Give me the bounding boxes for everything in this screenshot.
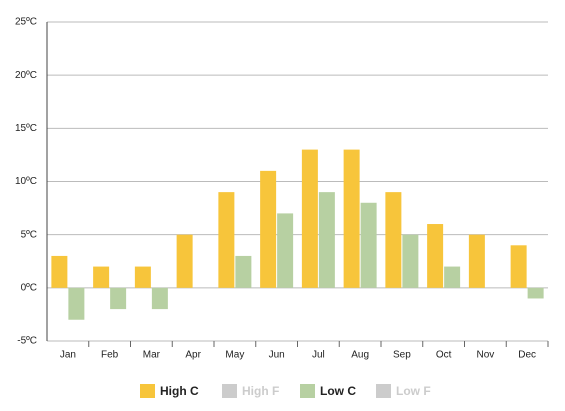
bar [277,213,294,288]
bar [110,287,127,310]
bar [68,287,85,320]
x-tick-label: Aug [351,350,369,361]
bar [510,245,527,288]
bar [318,192,335,288]
x-tick-label: Apr [185,350,201,361]
bar [444,266,461,288]
x-tick-label: Dec [518,350,536,361]
legend-label: Low F [396,384,431,398]
legend-label: High F [242,384,279,398]
bar [93,266,110,288]
legend-swatch [300,384,315,398]
bar [151,287,168,310]
bar [176,234,193,288]
y-tick-label: 0ºC [21,282,37,293]
y-tick-label: 25ºC [15,17,37,28]
y-tick-label: 15ºC [15,123,37,134]
bar [343,149,360,288]
y-tick-label: -5ºC [17,336,37,347]
bar [51,255,68,288]
bar [385,192,402,288]
x-tick-label: Jun [269,350,285,361]
legend-swatch [222,384,237,398]
bar [260,170,277,288]
bar [301,149,318,288]
y-tick-label: 10ºC [15,176,37,187]
x-tick-label: May [225,350,244,361]
bar [468,234,485,288]
bar [360,202,377,288]
legend-swatch [140,384,155,398]
bar [235,255,252,288]
legend-label: Low C [320,384,356,398]
bar [402,234,419,288]
y-tick-label: 20ºC [15,70,37,81]
x-tick-label: Sep [393,350,411,361]
x-tick-label: Feb [101,350,119,361]
x-tick-label: Jan [60,350,76,361]
bar [218,192,235,288]
x-tick-label: Nov [476,350,494,361]
y-tick-label: 5ºC [21,229,37,240]
legend-label: High C [160,384,199,398]
legend-swatch [376,384,391,398]
bar [134,266,151,288]
bar [427,224,444,288]
bar [527,287,544,299]
x-tick-label: Oct [436,350,452,361]
x-tick-label: Mar [143,350,161,361]
x-tick-label: Jul [312,350,325,361]
